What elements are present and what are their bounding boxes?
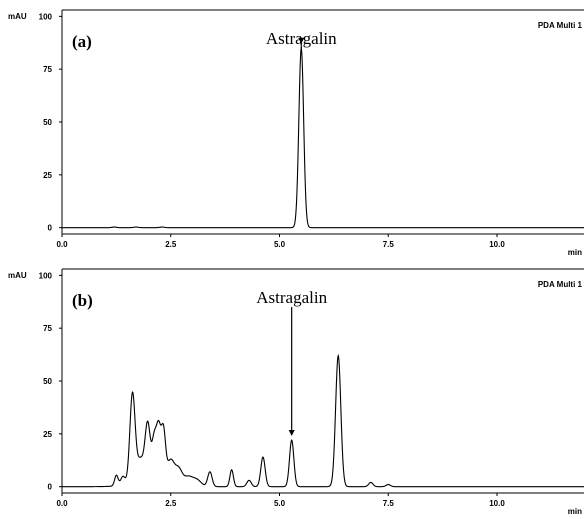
x-tick-label: 5.0	[274, 499, 286, 508]
channel-label: PDA Multi 1	[538, 280, 583, 289]
panel-label: (b)	[72, 291, 93, 310]
y-tick-label: 50	[43, 118, 52, 127]
y-tick-label: 25	[43, 171, 52, 180]
y-axis-unit-label: mAU	[8, 12, 27, 21]
y-tick-label: 75	[43, 65, 52, 74]
x-tick-label: 0.0	[56, 240, 68, 249]
y-tick-label: 0	[48, 483, 53, 492]
chromatogram-b-plot: 0 25 50 75 100 0.0 2.5 5.0 7.5 10.0 mAU min PDA Mult…	[8, 268, 584, 516]
x-axis-unit-label: min	[568, 507, 582, 516]
chromatogram-panel-a: 0 25 50 75 100 0.0 2.5 5.0 7.5 10.0 mAU min PDA Mult…	[0, 0, 584, 259]
x-tick-label: 2.5	[165, 240, 177, 249]
y-tick-label: 0	[48, 224, 53, 233]
x-tick-label: 7.5	[383, 499, 395, 508]
y-tick-label: 75	[43, 324, 52, 333]
chromatogram-panel-b: 0 25 50 75 100 0.0 2.5 5.0 7.5 10.0 mAU min PDA Mult…	[0, 259, 584, 518]
y-tick-label: 25	[43, 430, 52, 439]
annotation-arrow-head	[298, 37, 305, 44]
y-tick-label: 100	[39, 12, 53, 21]
chromatogram-trace	[62, 46, 584, 229]
x-tick-label: 7.5	[383, 240, 395, 249]
panel-label: (a)	[72, 32, 92, 51]
astragalin-annotation-label: Astragalin	[256, 288, 327, 307]
chromatogram-a-plot: 0 25 50 75 100 0.0 2.5 5.0 7.5 10.0 mAU min PDA Mult…	[8, 9, 584, 257]
channel-label: PDA Multi 1	[538, 21, 583, 30]
x-tick-label: 10.0	[489, 499, 505, 508]
x-tick-label: 5.0	[274, 240, 286, 249]
y-tick-label: 100	[39, 271, 53, 280]
x-tick-label: 0.0	[56, 499, 68, 508]
x-tick-label: 2.5	[165, 499, 177, 508]
x-tick-label: 10.0	[489, 240, 505, 249]
chromatogram-trace	[62, 353, 584, 488]
x-axis-unit-label: min	[568, 248, 582, 257]
y-tick-label: 50	[43, 377, 52, 386]
annotation-arrow-head	[288, 429, 295, 436]
y-axis-unit-label: mAU	[8, 271, 27, 280]
